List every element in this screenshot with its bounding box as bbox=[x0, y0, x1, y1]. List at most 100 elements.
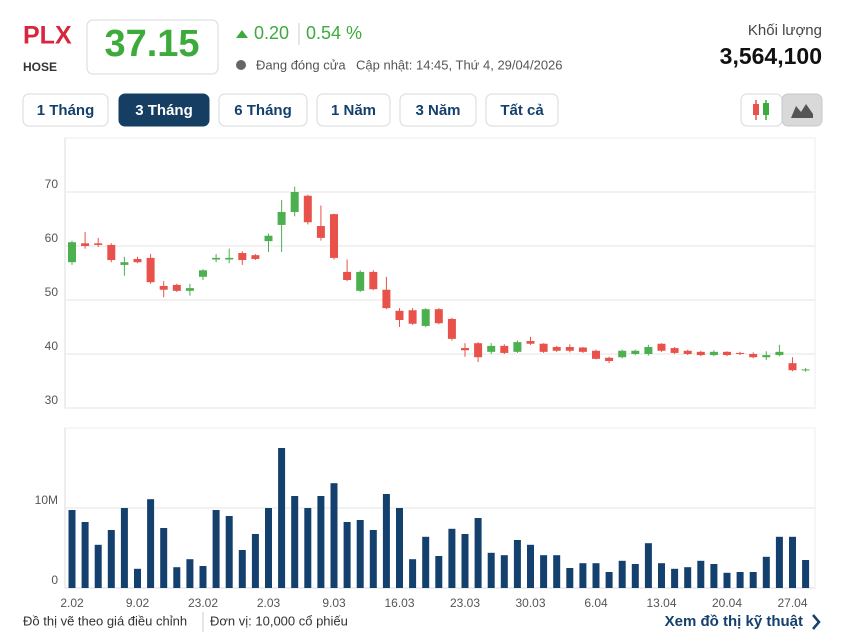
x-tick-label: 6.04 bbox=[584, 596, 608, 610]
change-pct: 0.54 % bbox=[306, 23, 362, 43]
candle-body bbox=[356, 271, 365, 291]
candle-body bbox=[81, 243, 90, 246]
candle-body bbox=[290, 192, 299, 212]
x-tick-label: 23.03 bbox=[450, 596, 480, 610]
x-tick-label: 20.04 bbox=[712, 596, 742, 610]
tab-button[interactable] bbox=[316, 93, 391, 127]
y-tick-label: 0 bbox=[51, 573, 58, 587]
status: Đang đóng cửa bbox=[256, 57, 346, 72]
tech-chart-link[interactable]: Xem đồ thị kỹ thuật bbox=[665, 613, 803, 630]
candle-body bbox=[212, 257, 221, 260]
footer-unit: Đơn vị: 10,000 cổ phiếu bbox=[210, 613, 348, 628]
volume-bar bbox=[238, 550, 246, 588]
change: 0.20 bbox=[254, 23, 289, 43]
volume-bar bbox=[540, 555, 548, 588]
tab-label: 1 Năm bbox=[331, 102, 376, 119]
chevron bbox=[812, 614, 821, 630]
candle-body bbox=[172, 284, 181, 291]
candle-body bbox=[513, 342, 522, 352]
y-tick-label: 60 bbox=[45, 231, 59, 245]
volume-bar bbox=[409, 559, 417, 588]
x-tick-label: 2.02 bbox=[60, 596, 84, 610]
candle-body bbox=[565, 346, 574, 351]
candle-body bbox=[421, 309, 430, 326]
tab-button[interactable] bbox=[218, 93, 308, 127]
candle-body bbox=[631, 350, 640, 354]
candle-body bbox=[343, 271, 352, 281]
candle-body bbox=[264, 235, 273, 242]
volume-bar bbox=[736, 572, 744, 588]
candle-body bbox=[788, 363, 797, 371]
volume-bar bbox=[684, 567, 692, 588]
updated: Cập nhật: 14:45, Thứ 4, 29/04/2026 bbox=[356, 57, 563, 72]
volume-bar bbox=[107, 530, 115, 588]
candle-body bbox=[474, 343, 483, 358]
candle-icon-button[interactable] bbox=[740, 93, 783, 127]
candle-body bbox=[94, 243, 103, 245]
tab-label: 6 Tháng bbox=[234, 102, 292, 119]
volume-bar bbox=[671, 568, 679, 588]
volume-bar bbox=[422, 536, 430, 588]
x-tick-label: 30.03 bbox=[515, 596, 545, 610]
volume-bar bbox=[396, 508, 403, 588]
x-tick-label: 13.04 bbox=[646, 596, 676, 610]
x-tick-label: 9.03 bbox=[322, 596, 346, 610]
area-icon-button[interactable] bbox=[781, 93, 823, 127]
y-tick-label: 40 bbox=[45, 339, 59, 353]
volume-bar bbox=[697, 560, 705, 588]
candle-body bbox=[382, 289, 391, 309]
volume-bar bbox=[618, 560, 626, 588]
volume-bar bbox=[710, 564, 718, 588]
candle-body bbox=[526, 341, 535, 344]
y-tick-label: 30 bbox=[45, 393, 59, 407]
candle-body bbox=[762, 355, 771, 358]
candle-body bbox=[775, 351, 784, 356]
tab-label: Tất cả bbox=[500, 102, 544, 119]
volume-bar bbox=[356, 520, 364, 588]
x-tick-label: 27.04 bbox=[777, 596, 807, 610]
volume-bar bbox=[173, 567, 181, 588]
volume-bar bbox=[251, 534, 259, 588]
volume-bar bbox=[134, 568, 141, 588]
tab-button[interactable] bbox=[485, 93, 559, 127]
candle-body bbox=[133, 258, 142, 263]
volume-bar bbox=[605, 572, 613, 588]
volume-bar bbox=[658, 563, 665, 588]
up-arrow bbox=[236, 30, 248, 38]
volume-bar bbox=[553, 555, 561, 588]
x-tick-label: 2.03 bbox=[257, 596, 281, 610]
volume-bar bbox=[147, 499, 155, 588]
volume-bar bbox=[265, 508, 272, 588]
volume-bar bbox=[199, 566, 207, 588]
volume-bar bbox=[94, 544, 102, 588]
candle-body bbox=[709, 351, 718, 356]
price: 37.15 bbox=[104, 23, 199, 65]
volume-bar bbox=[461, 534, 469, 588]
candle-body bbox=[736, 352, 745, 354]
candle-body bbox=[723, 351, 731, 356]
volume-bar bbox=[212, 510, 220, 588]
volume-bar bbox=[513, 540, 521, 588]
candle-body bbox=[146, 257, 155, 283]
x-tick-label: 9.02 bbox=[126, 596, 150, 610]
candle-body bbox=[277, 211, 286, 225]
candle-body bbox=[238, 253, 247, 261]
volume-bar bbox=[775, 536, 783, 588]
candle-body bbox=[801, 369, 810, 371]
candle-body bbox=[159, 285, 168, 290]
volume-bar bbox=[631, 564, 639, 588]
volume-label: Khối lượng bbox=[748, 22, 822, 39]
tab-button[interactable] bbox=[22, 93, 109, 127]
candle-body bbox=[461, 348, 469, 351]
tab-button[interactable] bbox=[399, 93, 477, 127]
tab-label: 1 Tháng bbox=[37, 102, 95, 119]
candle-body bbox=[408, 310, 417, 324]
tab-label: 3 Năm bbox=[415, 102, 460, 119]
volume-bar bbox=[723, 572, 731, 588]
candle-body bbox=[199, 270, 207, 277]
tab-button[interactable] bbox=[118, 93, 210, 127]
volume-bar bbox=[317, 496, 325, 588]
volume-bar bbox=[304, 508, 312, 588]
candle-body bbox=[644, 346, 653, 354]
